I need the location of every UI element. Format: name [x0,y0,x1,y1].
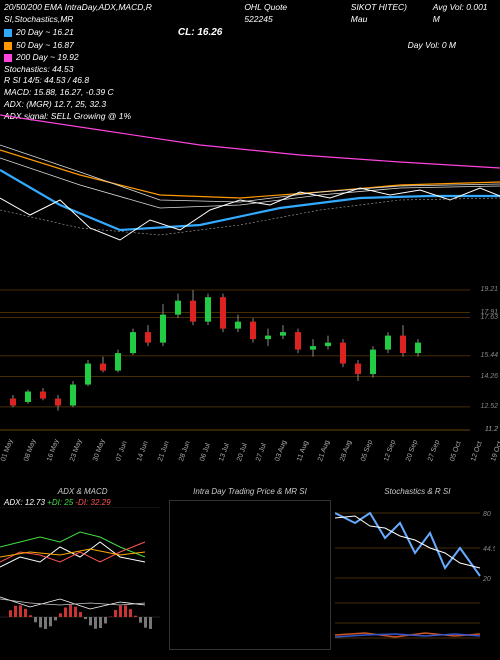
adx-title: ADX & MACD [0,485,165,498]
svg-text:44.53: 44.53 [483,546,495,553]
close-price: CL: 16.26 [178,26,222,40]
intraday-panel: Intra Day Trading Price & MR SI [167,485,332,660]
title-right: SIKOT HITEC) Mau [351,2,425,26]
avg-vol: Avg Vol: 0.001 M [433,2,496,26]
day-vol: Day Vol: 0 M [408,40,456,52]
title-left: 20/50/200 EMA IntraDay,ADX,MACD,R SI,Sto… [4,2,220,26]
stoch-title: Stochastics & R SI [335,485,500,498]
ema50-lbl: 50 Day ~ 16.87 [16,40,74,52]
ema20-lbl: 20 Day ~ 16.21 [16,27,74,39]
ema200-lbl: 200 Day ~ 19.92 [16,52,79,64]
ema50-swatch [4,42,12,50]
intraday-title: Intra Day Trading Price & MR SI [167,485,332,498]
stoch-panel: Stochastics & R SI 80 44.53 20 [335,485,500,660]
svg-text:80: 80 [483,511,491,518]
macd-lbl: MACD: 15.88, 16.27, -0.39 C [4,87,114,99]
ema200-swatch [4,54,12,62]
indicator-panels: ADX & MACD ADX: 12.73 +DI: 25 -DI: 32.29… [0,485,500,660]
rsi-lbl: R SI 14/5: 44.53 / 46.8 [4,75,89,87]
title-mid: OHL Quote 522245 [244,2,316,26]
adx-macd-panel: ADX & MACD ADX: 12.73 +DI: 25 -DI: 32.29 [0,485,165,660]
svg-text:20: 20 [482,576,491,583]
ema20-swatch [4,29,12,37]
date-axis: 01 May08 May16 May23 May30 May07 Jun14 J… [0,440,460,480]
candle-chart: 19.2117.9117.6315.4414.2612.5211.211.2 [0,280,500,440]
ema-chart [0,100,500,260]
stoch-lbl: Stochastics: 44.53 [4,64,73,76]
adx-subtitle: ADX: 12.73 +DI: 25 -DI: 32.29 [0,498,165,507]
